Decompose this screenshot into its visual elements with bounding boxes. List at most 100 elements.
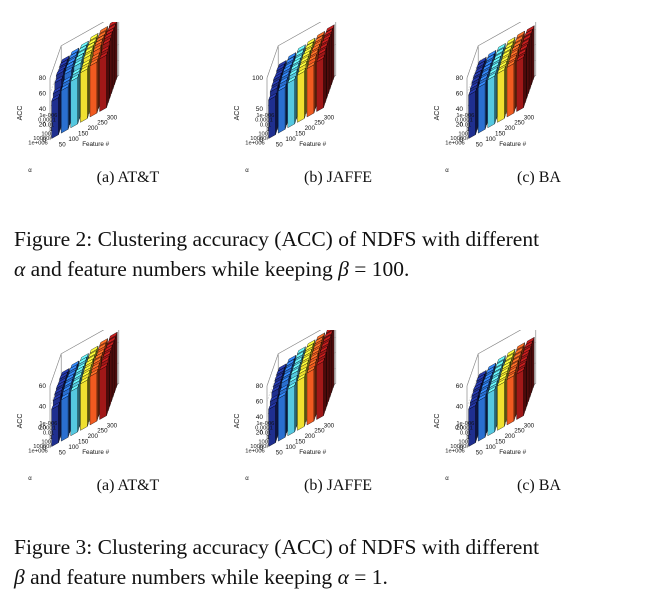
bar xyxy=(297,373,306,431)
z-tick-label: 40 xyxy=(456,404,464,411)
feature-tick-label: 250 xyxy=(514,120,525,127)
feature-tick-label: 250 xyxy=(97,428,108,435)
z-tick-label: 0 xyxy=(459,137,463,144)
feature-axis-label: Feature # xyxy=(499,141,526,148)
alpha-tick-label: 100 xyxy=(41,132,51,138)
z-tick-label: 40 xyxy=(39,106,47,113)
feature-tick-label: 200 xyxy=(88,433,99,440)
bar xyxy=(287,381,297,437)
feature-tick-label: 200 xyxy=(505,125,516,132)
bar xyxy=(99,362,108,420)
feature-tick-label: 100 xyxy=(485,444,496,451)
bar xyxy=(506,371,516,426)
alpha-tick-label: 100 xyxy=(41,440,51,446)
feature-axis-label: Feature # xyxy=(499,449,526,456)
z-gridline xyxy=(466,22,521,79)
alpha-tick-label: 0.01 xyxy=(460,122,471,128)
z-tick-label: 20 xyxy=(456,424,464,431)
fig2-panel-c: 0 20 40 60 80 ACC 1e-006 0.0001 0.01 1 100 10000 1e+… xyxy=(425,22,625,182)
z-tick-label: 0 xyxy=(42,137,46,144)
feature-tick-label: 150 xyxy=(78,131,89,138)
alpha-tick-label: 100 xyxy=(258,440,268,446)
alpha-tick-label: 1e+006 xyxy=(245,141,265,147)
bar xyxy=(516,366,525,420)
z-tick-label: 40 xyxy=(456,106,464,113)
feature-tick-label: 250 xyxy=(314,120,325,127)
fig3-subcaption-c: (c) BA xyxy=(517,477,561,494)
feature-tick-label: 150 xyxy=(295,439,306,446)
feature-tick-label: 250 xyxy=(514,428,525,435)
z-axis-label: ACC xyxy=(17,414,24,429)
alpha-tick-label: 10000 xyxy=(250,136,266,142)
feature-tick-label: 250 xyxy=(314,428,325,435)
bar xyxy=(516,53,525,112)
alpha-axis-label: α xyxy=(245,476,249,482)
feature-tick-label: 300 xyxy=(324,422,335,429)
z-gridline xyxy=(466,330,521,387)
feature-axis-label: Feature # xyxy=(82,449,109,456)
bar xyxy=(277,83,287,134)
feature-tick-label: 150 xyxy=(495,439,506,446)
bar xyxy=(477,79,487,134)
z-tick-label: 80 xyxy=(256,383,264,390)
z-tick-label: 60 xyxy=(456,383,464,390)
alpha-axis-label: α xyxy=(28,168,32,174)
fig3-subcaption-a: (a) AT&T xyxy=(96,477,160,494)
feature-tick-label: 300 xyxy=(524,422,535,429)
z-gridline xyxy=(49,330,104,387)
z-tick-label: 20 xyxy=(39,122,47,129)
alpha-tick-label: 10000 xyxy=(450,136,466,142)
fig2-panel-a: 0 20 40 60 80 ACC 1e-006 0.0001 0.01 1 100 10000 1e+… xyxy=(8,22,208,182)
bar xyxy=(306,365,316,426)
z-tick-label: 50 xyxy=(256,106,264,113)
bar xyxy=(468,87,477,139)
alpha-tick-label: 1e+006 xyxy=(28,141,48,147)
alpha-tick-label: 1e-006 xyxy=(256,421,274,427)
feature-tick-label: 50 xyxy=(276,449,283,456)
figure-2-caption: Figure 2: Clustering accuracy (ACC) of N… xyxy=(14,224,640,284)
z-tick-label: 20 xyxy=(256,430,264,437)
bar xyxy=(277,390,287,442)
bar xyxy=(70,383,80,437)
feature-tick-label: 300 xyxy=(107,114,118,121)
figure-3-row: 0 20 40 60 ACC 1e-006 0.0001 0.01 1 100 10000 1e+00… xyxy=(0,330,646,490)
fig3-panel-c: 0 20 40 60 ACC 1e-006 0.0001 0.01 1 100 10000 1e+00… xyxy=(425,330,625,490)
fig2-panel-b: 0 50 100 ACC 1e-006 0.0001 0.01 1 100 10000 1e+006… xyxy=(225,22,425,182)
z-axis-label: ACC xyxy=(234,414,241,429)
z-tick-label: 80 xyxy=(39,75,47,82)
z-axis-label: ACC xyxy=(234,106,241,121)
bar xyxy=(287,75,297,129)
alpha-tick-label: 1e+006 xyxy=(445,141,465,147)
fig2-subcaption-a: (a) AT&T xyxy=(96,169,160,186)
alpha-tick-label: 0.0001 xyxy=(255,118,273,124)
bar xyxy=(89,58,99,118)
bar xyxy=(89,368,99,426)
z-axis-label: ACC xyxy=(17,106,24,121)
fig2-caption-lead: Figure 2: Clustering accuracy (ACC) of N… xyxy=(14,227,540,251)
alpha-tick-label: 1e-006 xyxy=(456,113,474,119)
alpha-tick-label: 1 xyxy=(466,435,469,441)
alpha-tick-label: 0.0001 xyxy=(38,426,56,432)
alpha-axis-label: α xyxy=(445,168,449,174)
fig3-panel-a: 0 20 40 60 ACC 1e-006 0.0001 0.01 1 100 10000 1e+00… xyxy=(8,330,208,490)
feature-tick-label: 200 xyxy=(305,125,316,132)
feature-tick-label: 300 xyxy=(324,114,335,121)
bar xyxy=(60,82,70,134)
z-tick-label: 60 xyxy=(39,91,47,98)
alpha-tick-label: 0.0001 xyxy=(455,426,473,432)
fig2-caption-symbol-2: β xyxy=(338,257,349,281)
alpha-tick-label: 1e+006 xyxy=(28,449,48,455)
z-axis-label: ACC xyxy=(434,106,441,121)
fig3-subcaption-b: (b) JAFFE xyxy=(303,477,372,494)
bar xyxy=(80,65,89,123)
alpha-tick-label: 0.01 xyxy=(260,122,271,128)
feature-tick-label: 50 xyxy=(59,449,66,456)
bar xyxy=(477,393,487,442)
bar xyxy=(316,357,325,420)
feature-tick-label: 300 xyxy=(107,422,118,429)
figure-3-caption: Figure 3: Clustering accuracy (ACC) of N… xyxy=(14,532,640,592)
